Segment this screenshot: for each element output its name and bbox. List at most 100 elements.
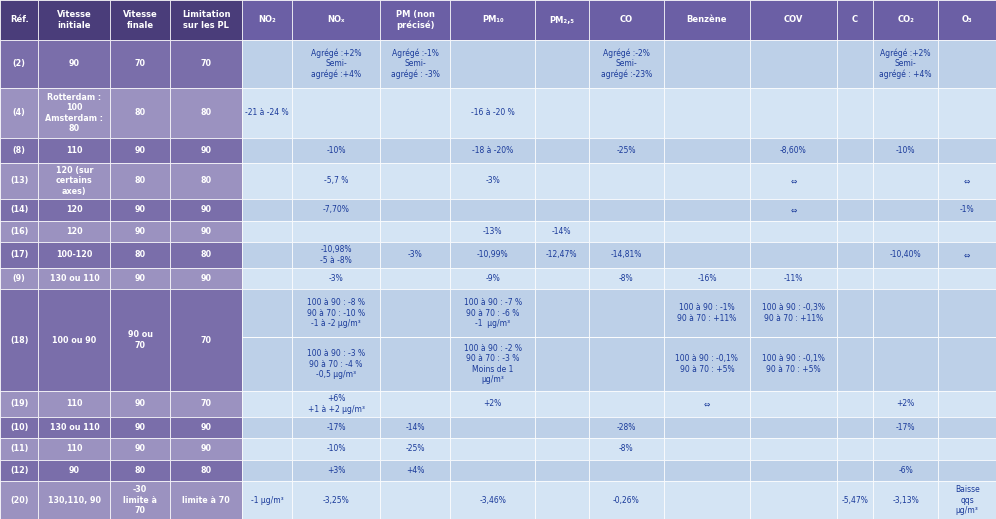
Bar: [750, 242, 837, 268]
Bar: [0, 221, 39, 242]
Bar: [450, 88, 535, 138]
Text: 80: 80: [200, 176, 211, 185]
Text: -16%: -16%: [697, 274, 717, 283]
Bar: [535, 242, 589, 268]
Bar: [170, 162, 242, 199]
Text: -16 à -20 %: -16 à -20 %: [471, 108, 515, 117]
Bar: [837, 289, 873, 337]
Text: COV: COV: [784, 16, 803, 24]
Text: 80: 80: [134, 466, 145, 475]
Text: 90: 90: [69, 466, 80, 475]
Bar: [111, 268, 170, 289]
Text: -10%: -10%: [327, 444, 346, 454]
Bar: [589, 481, 663, 519]
Bar: [242, 0, 292, 40]
Text: (11): (11): [10, 444, 29, 454]
Text: -11%: -11%: [784, 274, 803, 283]
Text: CO: CO: [620, 16, 632, 24]
Bar: [170, 138, 242, 162]
Bar: [938, 40, 996, 88]
Text: 90: 90: [200, 146, 211, 155]
Text: 110: 110: [66, 399, 83, 408]
Bar: [938, 221, 996, 242]
Bar: [750, 481, 837, 519]
Bar: [873, 417, 938, 438]
Bar: [39, 88, 111, 138]
Text: (13): (13): [10, 176, 29, 185]
Bar: [837, 221, 873, 242]
Text: -8%: -8%: [619, 274, 633, 283]
Bar: [589, 242, 663, 268]
Bar: [837, 481, 873, 519]
Bar: [39, 199, 111, 221]
Bar: [292, 460, 380, 481]
Text: 90: 90: [69, 59, 80, 69]
Bar: [380, 481, 450, 519]
Text: -12,47%: -12,47%: [546, 251, 578, 260]
Bar: [380, 268, 450, 289]
Text: -5,47%: -5,47%: [842, 496, 869, 504]
Text: 110: 110: [66, 444, 83, 454]
Bar: [0, 417, 39, 438]
Bar: [242, 138, 292, 162]
Text: +4%: +4%: [406, 466, 424, 475]
Text: +6%
+1 à +2 µg/m³: +6% +1 à +2 µg/m³: [308, 394, 365, 414]
Bar: [450, 199, 535, 221]
Bar: [938, 162, 996, 199]
Text: -13%: -13%: [483, 227, 502, 236]
Bar: [39, 460, 111, 481]
Text: 80: 80: [134, 108, 145, 117]
Bar: [663, 391, 750, 417]
Bar: [380, 138, 450, 162]
Bar: [750, 221, 837, 242]
Text: 130,110, 90: 130,110, 90: [48, 496, 101, 504]
Bar: [39, 138, 111, 162]
Text: -21 à -24 %: -21 à -24 %: [245, 108, 289, 117]
Text: -30
limite à
70: -30 limite à 70: [124, 485, 157, 515]
Bar: [589, 268, 663, 289]
Bar: [111, 289, 170, 391]
Bar: [292, 221, 380, 242]
Bar: [39, 481, 111, 519]
Bar: [111, 199, 170, 221]
Text: -9%: -9%: [485, 274, 500, 283]
Bar: [873, 460, 938, 481]
Text: (9): (9): [13, 274, 26, 283]
Bar: [837, 242, 873, 268]
Text: NO₂: NO₂: [258, 16, 276, 24]
Text: -1 µg/m³: -1 µg/m³: [251, 496, 284, 504]
Bar: [873, 242, 938, 268]
Text: CO₂: CO₂: [897, 16, 914, 24]
Bar: [170, 0, 242, 40]
Bar: [873, 391, 938, 417]
Bar: [663, 221, 750, 242]
Text: Agrégé :+2%
Semi-
agrégé :+4%: Agrégé :+2% Semi- agrégé :+4%: [311, 48, 362, 79]
Bar: [535, 289, 589, 337]
Bar: [242, 221, 292, 242]
Bar: [242, 88, 292, 138]
Bar: [450, 242, 535, 268]
Bar: [0, 0, 39, 40]
Bar: [535, 199, 589, 221]
Bar: [0, 242, 39, 268]
Text: -0,26%: -0,26%: [613, 496, 639, 504]
Bar: [750, 40, 837, 88]
Bar: [535, 438, 589, 460]
Bar: [938, 0, 996, 40]
Bar: [938, 481, 996, 519]
Bar: [0, 40, 39, 88]
Bar: [663, 460, 750, 481]
Bar: [380, 391, 450, 417]
Bar: [292, 268, 380, 289]
Bar: [450, 40, 535, 88]
Bar: [750, 460, 837, 481]
Text: ⇔: ⇔: [790, 176, 797, 185]
Text: -10%: -10%: [896, 146, 915, 155]
Text: C: C: [852, 16, 858, 24]
Text: limite à 70: limite à 70: [182, 496, 230, 504]
Text: -10,40%: -10,40%: [889, 251, 921, 260]
Text: (20): (20): [10, 496, 29, 504]
Text: -7,70%: -7,70%: [323, 206, 350, 214]
Text: +2%: +2%: [484, 399, 502, 408]
Text: Rotterdam :
100
Amsterdam :
80: Rotterdam : 100 Amsterdam : 80: [46, 93, 104, 133]
